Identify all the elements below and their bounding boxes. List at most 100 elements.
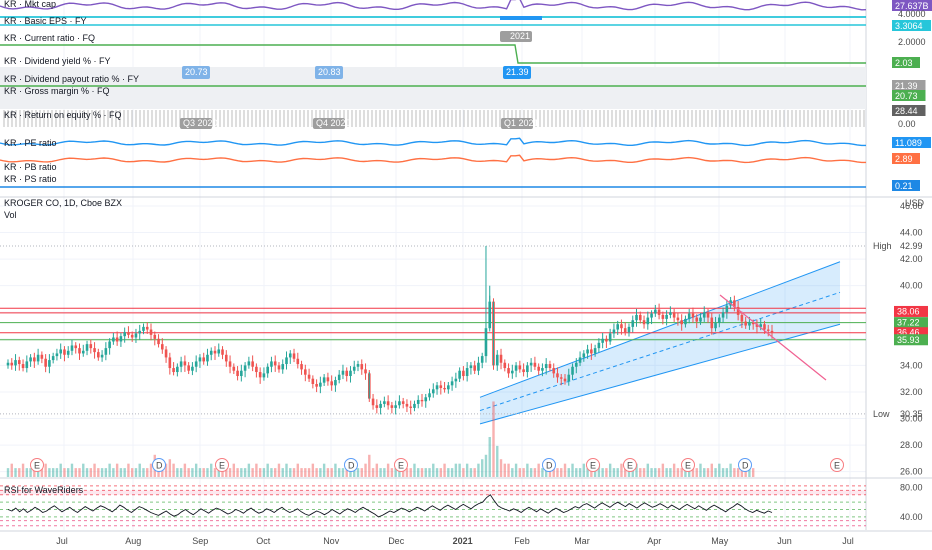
volume-bar	[627, 468, 631, 477]
time-axis[interactable]: Jul Aug Sep Oct Nov Dec 2021 Feb Mar Apr May Jun Jul	[0, 530, 932, 546]
price-tag	[894, 305, 928, 317]
quarter-flag-label: Q4 2020	[316, 118, 351, 128]
volume-bar	[631, 468, 634, 477]
volume-bar	[695, 468, 698, 477]
value-tag-text: 20.73	[895, 91, 918, 101]
volume-bar	[251, 468, 254, 477]
candle-body	[507, 368, 510, 374]
rsi-title: RSI for WaveRiders	[4, 485, 84, 495]
candle-body	[217, 349, 221, 354]
volume-bar	[582, 463, 586, 477]
price-tick-label: 46.00	[900, 201, 923, 211]
volume-bar	[371, 468, 375, 477]
candle-body	[285, 357, 288, 365]
candle-body	[398, 401, 401, 406]
volume-bar	[488, 437, 491, 477]
value-tag	[892, 80, 926, 91]
volume-bar	[688, 468, 691, 477]
volume-bar	[450, 468, 454, 477]
value-tag-text: 0.21	[895, 181, 913, 191]
candle-body	[221, 349, 224, 355]
volume-bar	[198, 468, 202, 477]
candle-body	[55, 353, 59, 357]
volume-bar	[270, 468, 273, 477]
volume-bar	[477, 463, 480, 477]
candle-body	[164, 349, 168, 358]
candle-body	[751, 322, 755, 325]
candle-body	[401, 401, 405, 404]
fundamental-pane-title: KR · Mkt cap	[4, 0, 56, 9]
candle-body	[424, 397, 428, 402]
volume-bar	[157, 468, 160, 477]
value-tag-text: 11.089	[895, 138, 922, 148]
candle-body	[130, 334, 134, 338]
candle-body	[352, 366, 356, 371]
candle-body	[145, 326, 149, 330]
quarter-flag	[180, 118, 212, 129]
fundamental-pane-title: KR · Current ratio · FQ	[4, 33, 95, 43]
time-tick-label: Nov	[323, 536, 340, 546]
candle-body	[714, 322, 717, 329]
volume-bar	[499, 459, 503, 477]
volume-bar	[733, 468, 736, 477]
price-tick-label: 28.00	[900, 440, 923, 450]
volume-bar	[507, 463, 510, 477]
candle-body	[556, 373, 559, 378]
candle-body	[115, 337, 119, 342]
volume-bar	[383, 468, 386, 477]
horizontal-levels[interactable]	[0, 245, 866, 415]
regression-channel[interactable]	[479, 261, 841, 425]
candle-body	[48, 360, 51, 367]
candle-body	[81, 350, 85, 354]
event-marker-label: E	[590, 461, 596, 471]
price-axis[interactable]: 26.0028.0030.0032.0034.0036.0038.0040.00…	[873, 201, 928, 477]
candle-body	[232, 366, 236, 371]
candle-body	[721, 312, 725, 318]
volume-bar	[183, 463, 187, 477]
volume-bar	[48, 468, 51, 477]
channel-lower-line	[479, 323, 841, 425]
candle-body	[247, 361, 251, 366]
candle-body	[450, 381, 454, 386]
price-tag-value: 35.93	[897, 335, 920, 345]
candle-body	[454, 378, 458, 382]
candle-body	[642, 320, 646, 325]
candle-body	[14, 360, 17, 366]
candle-body	[179, 361, 183, 367]
candle-body	[334, 380, 337, 386]
candle-body	[680, 320, 683, 325]
volume-bar	[586, 468, 589, 477]
volume-bar	[161, 468, 164, 477]
volume-bar	[375, 463, 379, 477]
price-tick-label: 44.00	[900, 228, 923, 238]
candle-body	[304, 369, 307, 375]
value-tag	[892, 0, 932, 11]
candle-body	[766, 329, 770, 331]
candle-body	[251, 361, 254, 367]
price-tag-value: 38.06	[897, 306, 920, 316]
candle-body	[586, 349, 589, 354]
candle-body	[533, 362, 537, 367]
candle-body	[620, 324, 623, 329]
candle-body	[319, 382, 322, 387]
candle-body	[616, 324, 619, 330]
currency-label: USD	[905, 198, 925, 208]
candle-body	[699, 317, 702, 322]
candle-body	[6, 362, 10, 366]
candle-body	[526, 365, 529, 373]
volume-bar	[134, 468, 138, 477]
trendlines[interactable]	[719, 294, 827, 381]
volume-bar	[55, 468, 59, 477]
candle-body	[138, 330, 142, 334]
candle-body	[623, 328, 627, 333]
volume-bar	[326, 468, 330, 477]
candle-body	[759, 324, 763, 327]
high-value: 42.99	[900, 241, 923, 251]
candle-body	[431, 389, 435, 394]
volume-bar	[213, 468, 217, 477]
volume-bar	[439, 468, 443, 477]
candle-body	[206, 354, 209, 362]
